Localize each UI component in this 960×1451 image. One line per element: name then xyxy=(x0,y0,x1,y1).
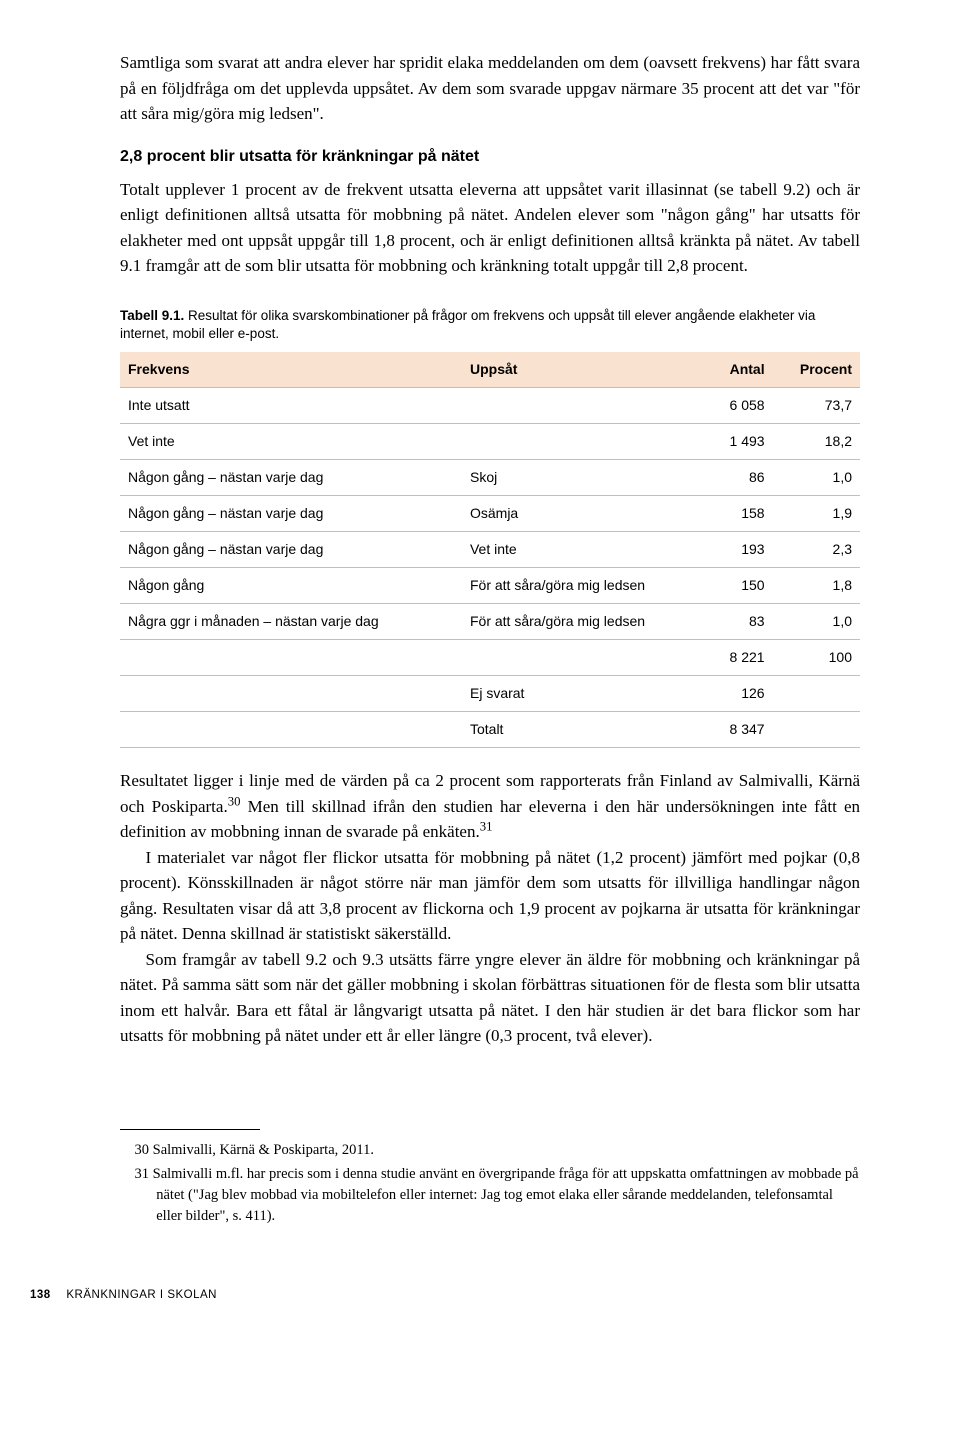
cell: 8 221 xyxy=(707,640,772,676)
footnote-separator xyxy=(120,1129,260,1130)
col-frekvens: Frekvens xyxy=(120,352,462,388)
table-row: Någon gång – nästan varje dagOsämja1581,… xyxy=(120,496,860,532)
intro-paragraph: Samtliga som svarat att andra elever har… xyxy=(120,50,860,127)
cell: Osämja xyxy=(462,496,707,532)
table-row: Någon gångFör att såra/göra mig ledsen15… xyxy=(120,568,860,604)
table-row: Någon gång – nästan varje dagSkoj861,0 xyxy=(120,460,860,496)
cell: 6 058 xyxy=(707,388,772,424)
table-row: Någon gång – nästan varje dagVet inte193… xyxy=(120,532,860,568)
cell: 1,8 xyxy=(773,568,860,604)
col-uppsat: Uppsåt xyxy=(462,352,707,388)
cell: Skoj xyxy=(462,460,707,496)
running-title: KRÄNKNINGAR I SKOLAN xyxy=(66,1289,217,1301)
cell: 73,7 xyxy=(773,388,860,424)
table-row: Vet inte 1 49318,2 xyxy=(120,424,860,460)
cell: 126 xyxy=(707,676,772,712)
cell xyxy=(120,712,462,748)
cell: 1,0 xyxy=(773,604,860,640)
page-footer: 138 KRÄNKNINGAR I SKOLAN xyxy=(30,1287,860,1304)
cell: 1 493 xyxy=(707,424,772,460)
section-heading: 2,8 procent blir utsatta för kränkningar… xyxy=(120,145,860,169)
table-row: Några ggr i månaden – nästan varje dagFö… xyxy=(120,604,860,640)
col-antal: Antal xyxy=(707,352,772,388)
table-caption: Tabell 9.1. Resultat för olika svarskomb… xyxy=(120,307,860,345)
footnote-31: 31 Salmivalli m.fl. har precis som i den… xyxy=(120,1164,860,1227)
page-number: 138 xyxy=(30,1289,51,1301)
cell xyxy=(120,640,462,676)
cell xyxy=(462,640,707,676)
cell: 2,3 xyxy=(773,532,860,568)
table-header-row: Frekvens Uppsåt Antal Procent xyxy=(120,352,860,388)
table-row: Ej svarat126 xyxy=(120,676,860,712)
footnote-30: 30 Salmivalli, Kärnä & Poskiparta, 2011. xyxy=(120,1140,860,1161)
col-procent: Procent xyxy=(773,352,860,388)
cell xyxy=(462,388,707,424)
cell: 1,9 xyxy=(773,496,860,532)
cell xyxy=(120,676,462,712)
cell: 18,2 xyxy=(773,424,860,460)
body-paragraph-4: Som framgår av tabell 9.2 och 9.3 utsätt… xyxy=(120,947,860,1049)
cell: Ej svarat xyxy=(462,676,707,712)
cell: Vet inte xyxy=(462,532,707,568)
cell: Totalt xyxy=(462,712,707,748)
cell: Någon gång xyxy=(120,568,462,604)
body-paragraph-1: Totalt upplever 1 procent av de frekvent… xyxy=(120,177,860,279)
table-row: Inte utsatt 6 05873,7 xyxy=(120,388,860,424)
cell xyxy=(773,712,860,748)
cell: Någon gång – nästan varje dag xyxy=(120,532,462,568)
cell: 193 xyxy=(707,532,772,568)
cell: 8 347 xyxy=(707,712,772,748)
cell: 100 xyxy=(773,640,860,676)
cell xyxy=(462,424,707,460)
cell: Någon gång – nästan varje dag xyxy=(120,460,462,496)
cell: 158 xyxy=(707,496,772,532)
footnote-ref-30: 30 xyxy=(228,794,241,808)
cell: Några ggr i månaden – nästan varje dag xyxy=(120,604,462,640)
cell: Någon gång – nästan varje dag xyxy=(120,496,462,532)
table-caption-label: Tabell 9.1. xyxy=(120,308,184,323)
table-row: 8 221100 xyxy=(120,640,860,676)
cell: För att såra/göra mig ledsen xyxy=(462,604,707,640)
body-paragraph-3: I materialet var något fler flickor utsa… xyxy=(120,845,860,947)
cell: 1,0 xyxy=(773,460,860,496)
cell: Inte utsatt xyxy=(120,388,462,424)
cell: 150 xyxy=(707,568,772,604)
footnote-ref-31: 31 xyxy=(480,820,493,834)
results-table: Frekvens Uppsåt Antal Procent Inte utsat… xyxy=(120,352,860,748)
table-caption-text: Resultat för olika svarskombinationer på… xyxy=(120,308,815,342)
cell: För att såra/göra mig ledsen xyxy=(462,568,707,604)
cell xyxy=(773,676,860,712)
cell: 86 xyxy=(707,460,772,496)
cell: Vet inte xyxy=(120,424,462,460)
body-paragraph-2: Resultatet ligger i linje med de värden … xyxy=(120,768,860,845)
cell: 83 xyxy=(707,604,772,640)
table-row: Totalt8 347 xyxy=(120,712,860,748)
